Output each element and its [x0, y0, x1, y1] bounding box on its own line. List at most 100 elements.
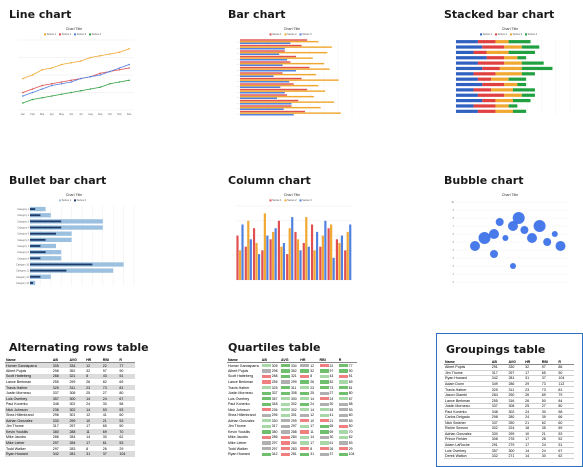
y-tick-label: 8 [453, 217, 455, 220]
table-cell: 380 [51, 429, 69, 435]
cell-value: 297 [291, 424, 297, 429]
quartile-cell: 17 [300, 441, 317, 445]
quartile-cell: 236 [261, 408, 279, 412]
table-row: Albert Pujols 291 330 32 97 86 [444, 364, 574, 371]
bar [240, 112, 341, 114]
cell-value: 73 [329, 385, 334, 390]
table-row: Lance Berkman 255 299 26 82 69 [227, 379, 357, 385]
bullet-range-bar [30, 206, 46, 212]
table-row: Adrian Gonzalez 330 299 10 21 53 [227, 418, 357, 424]
table-cell: 30 [540, 408, 558, 415]
y-tick-label: 1 [453, 273, 455, 276]
table-row: Paul Konerko 348 302 24 30 58 [444, 408, 574, 415]
table-cell: 271 [507, 453, 525, 460]
table-cell: 30 [319, 435, 338, 441]
bullet-value-bar [30, 208, 36, 210]
tile-groupings-table[interactable]: Groupings table Name AB AVG HR RBI R Albert P… [436, 333, 583, 467]
table-cell: Richie Sexson [444, 425, 491, 432]
table-cell: 297 [52, 446, 59, 451]
table-row: Adam Dunn 349 286 29 73 113 [444, 381, 574, 388]
tile-line-chart[interactable]: Line chart Chart Title Series 1 Series 2 Se… [0, 0, 190, 150]
column [241, 224, 244, 280]
tile-stacked-bar-chart[interactable]: Stacked bar chart Chart Title Series 1 Ser… [436, 0, 583, 150]
column [302, 243, 305, 280]
chart-title: Chart Title [284, 27, 300, 31]
quartile-bar [261, 369, 271, 373]
table-cell: 25 [299, 390, 318, 396]
table-cell: 10 [85, 418, 102, 424]
table-cell: 51 [338, 374, 357, 380]
quartile-bar [281, 435, 291, 440]
quartile-cell: 50 [338, 424, 356, 428]
table-cell: 334 [280, 363, 299, 369]
tile-bar-chart[interactable]: Bar chart Chart Title Series 1 Series 2 Ser… [218, 0, 408, 150]
data-point [118, 81, 121, 83]
table-cell: 29 [119, 446, 124, 451]
table-cell: 302 [69, 402, 76, 407]
table-cell: Albert Pujols [228, 368, 249, 373]
table-row: Lance Berkman 255 299 26 82 69 [5, 379, 135, 385]
quartile-cell: 297 [261, 447, 279, 451]
tile-quartiles-table[interactable]: Quartiles table Name AB AVG HR RBI R Homer Ga… [218, 333, 418, 467]
tile-bubble-chart[interactable]: Bubble chart Chart Title 0 1 2 3 4 5 6 7 8 9 10 [436, 168, 583, 318]
quartile-cell: 12 [300, 364, 317, 368]
table-cell: 311 [280, 385, 299, 391]
table-row: Travis Hafner 325 311 23 73 81 [444, 386, 574, 393]
y-tick-label: — [237, 97, 240, 99]
column [321, 235, 324, 280]
table-cell: Lance Berkman [6, 380, 32, 384]
table-cell: 357 [51, 395, 69, 402]
bar [240, 79, 339, 81]
tile-title: Line chart [9, 8, 72, 21]
table-cell: Adam LaRoche [444, 442, 491, 449]
stacked-segment [499, 66, 522, 71]
tile-alternating-rows-table[interactable]: Alternating rows table Name AB AVG HR RBI R H… [0, 333, 200, 467]
table-cell: 58 [119, 402, 124, 407]
quartile-cell: 10 [300, 419, 317, 423]
table-cell: 301 [69, 413, 76, 418]
table-row: Justin Morneau 337 308 25 27 80 [444, 403, 574, 410]
bullet-range-bar [30, 237, 72, 242]
data-point [31, 91, 34, 94]
column-header: AB [490, 359, 508, 366]
bar [240, 105, 292, 107]
data-point [80, 77, 82, 80]
cell-value: 283 [291, 446, 297, 451]
quartile-bar [300, 419, 310, 423]
bar [240, 68, 330, 70]
table-cell: Mike Jacobs [228, 435, 248, 440]
quartile-bar [338, 374, 348, 379]
table-cell: 12 [299, 363, 318, 369]
column [269, 239, 272, 280]
y-tick-label: Category 7 [17, 245, 29, 248]
tile-bullet-bar-chart[interactable]: Bullet bar chart Chart Title Series 1 Seri… [0, 168, 190, 318]
quartile-cell: 14 [300, 397, 317, 401]
y-tick-label: Category 3 [17, 220, 29, 223]
quartile-cell: 11 [300, 430, 317, 434]
table-cell: Jim Thome [444, 370, 491, 377]
quartile-bar [300, 446, 310, 451]
tile-column-chart[interactable]: Column chart Chart Title Series 1 Series 2… [218, 168, 408, 318]
table-row: Travis Hafner 325 311 23 73 81 [227, 385, 357, 391]
stacked-segment [456, 109, 478, 113]
table-cell: 58 [338, 401, 357, 407]
quartile-cell: 255 [261, 380, 279, 384]
table-cell: Nick Johnson [5, 406, 52, 413]
table-cell: 348 [261, 401, 280, 407]
x-tick-label: Mar [40, 112, 45, 116]
table-cell: 330 [261, 418, 280, 424]
quartile-bar [281, 419, 291, 423]
bubble [533, 220, 546, 232]
table-cell: 66 [557, 414, 574, 421]
table-cell: 296 [261, 413, 280, 419]
table-cell: 317 [261, 424, 280, 430]
quartile-bar [300, 402, 310, 406]
column [261, 250, 264, 280]
table-row: Lance Berkman 255 316 26 50 84 [444, 397, 574, 404]
table-cell: 283 [280, 446, 299, 452]
table-cell: 53 [338, 407, 357, 413]
quartile-bar [261, 391, 271, 395]
quartile-cell: 21 [319, 419, 337, 423]
table-cell: 31 [524, 375, 541, 382]
column-header: R [557, 359, 574, 366]
